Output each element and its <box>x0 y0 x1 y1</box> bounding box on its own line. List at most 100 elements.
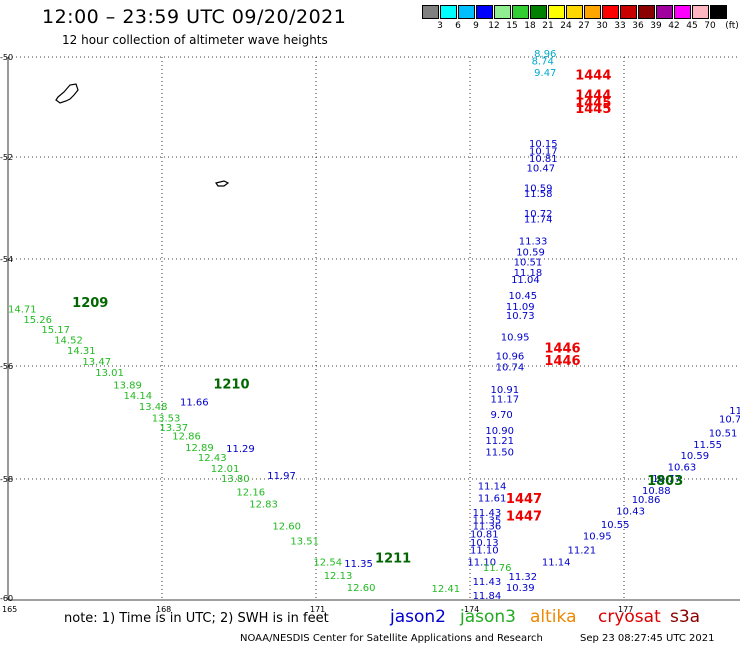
cryosat-point: 1446 <box>544 354 580 369</box>
legend-jason3: jason3 <box>460 607 516 627</box>
jason3-point: 14.31 <box>67 346 96 357</box>
cryosat-point: 1445 <box>575 96 611 111</box>
jason2-point: 11.14 <box>542 557 571 568</box>
pass-time-label: 1210 <box>213 378 249 393</box>
scale-swatch <box>422 5 439 19</box>
lat-tick-label: -54 <box>0 255 13 264</box>
jason3-point: 13.48 <box>139 402 168 413</box>
axis-labels: 165 168 171 174 177 -50 -52 -54 -56 -58 -60 <box>0 53 633 614</box>
scale-swatch <box>530 5 547 19</box>
jason2-point: 10.47 <box>526 163 555 174</box>
jason2-point: 10.59 <box>524 184 553 195</box>
scale-label: 33 <box>614 21 626 31</box>
lon-tick-label: 177 <box>618 605 633 614</box>
islands <box>55 83 230 187</box>
jason2-point: 11.29 <box>226 444 255 455</box>
jason2-point: 11.61 <box>478 494 507 505</box>
jason2-point: 11.04 <box>511 275 540 286</box>
scale-swatch <box>620 5 637 19</box>
jason2-point: 10.71 <box>719 415 740 426</box>
jason2-point: 11.84 <box>473 591 502 602</box>
scale-swatch <box>548 5 565 19</box>
jason2-point: 10.59 <box>680 451 709 462</box>
jason2-point: 11.58 <box>524 189 553 200</box>
jason2-point: 10.73 <box>506 311 535 322</box>
jason3-point: 12.16 <box>236 488 265 499</box>
jason3-point: 13.51 <box>290 536 319 547</box>
jason3-point: 12.60 <box>347 583 376 594</box>
jason2-point: 11.10 <box>467 557 496 568</box>
lon-tick-label: 174 <box>464 605 479 614</box>
jason3-point: 12.83 <box>249 500 278 511</box>
jason2-point: 10.13 <box>470 538 499 549</box>
scale-label: 70 <box>704 21 716 31</box>
jason2-point: 10.77 <box>652 474 681 485</box>
map-grid <box>7 56 740 601</box>
scale-swatch <box>458 5 475 19</box>
credit-text: NOAA/NESDIS Center for Satellite Applica… <box>240 633 543 644</box>
scale-label: 39 <box>650 21 662 31</box>
jason2-point: 11.32 <box>509 572 538 583</box>
island-auckland <box>55 83 79 104</box>
scale-swatch <box>494 5 511 19</box>
scale-swatch <box>440 5 457 19</box>
cyan-track-point: 9.47 <box>534 68 556 79</box>
units-note: note: 1) Time is in UTC; 2) SWH is in fe… <box>64 611 329 626</box>
cryosat-point: 1447 <box>506 492 542 507</box>
jason3-point: 15.17 <box>41 325 70 336</box>
jason2-point: 10.15 <box>529 139 558 150</box>
jason3-point: 12.01 <box>211 464 240 475</box>
jason2-point: 10.86 <box>632 495 661 506</box>
island-campbell <box>215 180 230 187</box>
lon-tick-label: 168 <box>156 605 171 614</box>
jason3-point: 13.47 <box>82 357 111 368</box>
scale-label: 9 <box>473 21 479 31</box>
scale-swatch <box>674 5 691 19</box>
pass-time-label: 1209 <box>72 296 108 311</box>
jason3-point: 12.86 <box>172 431 201 442</box>
scale-label: 24 <box>560 21 572 31</box>
jason2-point: 11.35 <box>473 516 502 527</box>
jason2-point: 9.70 <box>491 410 513 421</box>
jason3-point: 13.80 <box>221 474 250 485</box>
scale-unit-label: (ft) <box>725 21 739 31</box>
jason2-point: 10.96 <box>496 352 525 363</box>
timestamp-text: Sep 23 08:27:45 UTC 2021 <box>580 633 715 644</box>
scale-swatch <box>584 5 601 19</box>
jason3-point: 13.53 <box>152 413 181 424</box>
jason2-point: 10.59 <box>516 247 545 258</box>
jason2-point: 10.51 <box>514 257 543 268</box>
page-subtitle: 12 hour collection of altimeter wave hei… <box>62 33 328 47</box>
jason3-point: 12.43 <box>198 453 227 464</box>
jason3-point: 14.14 <box>124 391 153 402</box>
cyan-track-point: 8.96 <box>534 49 556 60</box>
page-title: 12:00 – 23:59 UTC 09/20/2021 <box>42 6 347 28</box>
jason2-point: 10.95 <box>583 532 612 543</box>
jason2-point: 11.18 <box>514 268 543 279</box>
jason2-point: 10.95 <box>501 332 530 343</box>
scale-swatch <box>602 5 619 19</box>
jason3-point: 14.71 <box>8 305 37 316</box>
jason2-point: 10.81 <box>470 529 499 540</box>
jason2-point: 11.10 <box>470 545 499 556</box>
cyan-track-point: 8.74 <box>532 57 554 68</box>
jason2-point: 10.72 <box>524 209 553 220</box>
scale-swatch <box>638 5 655 19</box>
jason2-point: 10.55 <box>601 520 630 531</box>
jason3-point: 13.89 <box>113 381 142 392</box>
jason2-point: 11.74 <box>524 214 553 225</box>
jason3-point: 12.41 <box>432 584 461 595</box>
jason2-point: 10.43 <box>616 507 645 518</box>
lat-tick-label: -58 <box>0 475 13 484</box>
lat-tick-label: -50 <box>0 53 13 62</box>
jason2-point: 10.74 <box>496 363 525 374</box>
lat-tick-label: -60 <box>0 594 13 603</box>
jason3-point: 12.54 <box>313 557 342 568</box>
jason2-point: 11.43 <box>473 508 502 519</box>
jason2-point: 10.45 <box>509 291 538 302</box>
legend-jason2: jason2 <box>390 607 446 627</box>
jason2-point: 10.17 <box>529 147 558 158</box>
scale-label: 27 <box>578 21 590 31</box>
jason2-point: 10.51 <box>709 429 738 440</box>
